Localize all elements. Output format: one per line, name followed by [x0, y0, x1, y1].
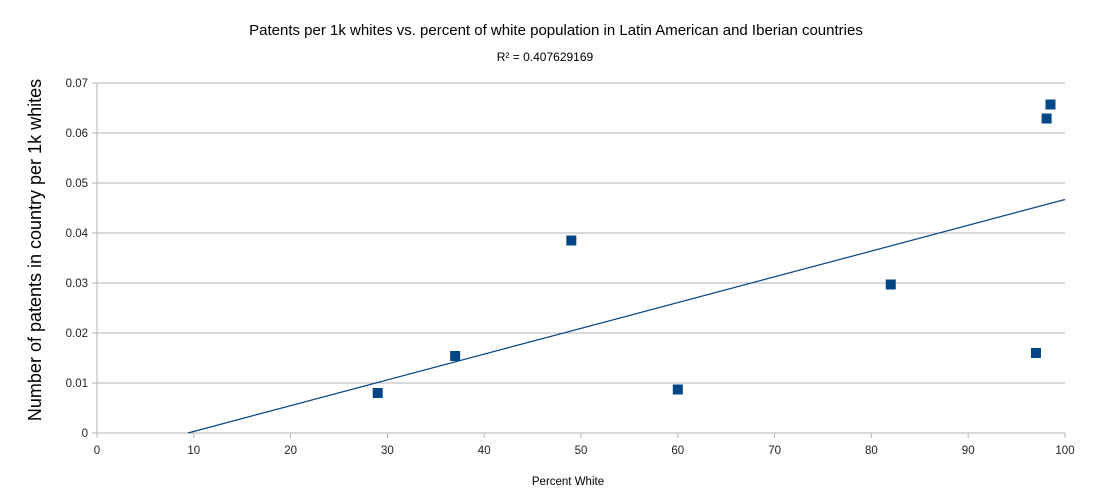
- data-point: [1045, 99, 1056, 110]
- trend-line-group: [187, 198, 1066, 434]
- data-point: [372, 388, 383, 398]
- y-tick-label: 0.02: [66, 328, 88, 340]
- x-tick-label: 0: [94, 445, 100, 457]
- grid-lines: [92, 82, 1065, 438]
- chart-subtitle: R² = 0.407629169: [497, 50, 594, 64]
- x-tick-label: 30: [381, 445, 394, 457]
- x-tick-label: 80: [865, 445, 878, 457]
- x-tick-label: 40: [478, 445, 491, 457]
- data-point: [885, 279, 896, 290]
- y-tick-label: 0.04: [66, 228, 89, 240]
- data-point: [672, 384, 683, 395]
- x-axis-label: Percent White: [532, 476, 604, 488]
- x-tick-label: 100: [1055, 445, 1074, 457]
- axis-ticks: 0 0.01 0.02 0.03 0.04 0.05 0.06 0.07 0 10 20 30 40 50…: [66, 78, 1075, 457]
- x-tick-label: 70: [768, 445, 781, 457]
- x-tick-label: 10: [187, 445, 200, 457]
- data-points: [372, 99, 1056, 398]
- x-tick-label: 60: [671, 445, 684, 457]
- data-point: [566, 235, 577, 246]
- y-tick-label: 0.01: [66, 378, 88, 390]
- y-tick-label: 0: [82, 428, 88, 440]
- x-tick-label: 90: [962, 445, 975, 457]
- x-tick-label: 50: [575, 445, 588, 457]
- y-tick-label: 0.06: [66, 128, 88, 140]
- x-tick-label: 20: [284, 445, 297, 457]
- y-axis-label: Number of patents in country per 1k whit…: [25, 79, 45, 421]
- data-point: [450, 351, 461, 361]
- trend-line: [187, 198, 1066, 434]
- data-point: [1041, 113, 1052, 124]
- chart-title: Patents per 1k whites vs. percent of whi…: [249, 22, 863, 39]
- y-tick-label: 0.07: [66, 78, 88, 90]
- y-tick-label: 0.03: [66, 278, 88, 290]
- y-tick-label: 0.05: [66, 178, 88, 190]
- data-point: [1030, 348, 1041, 358]
